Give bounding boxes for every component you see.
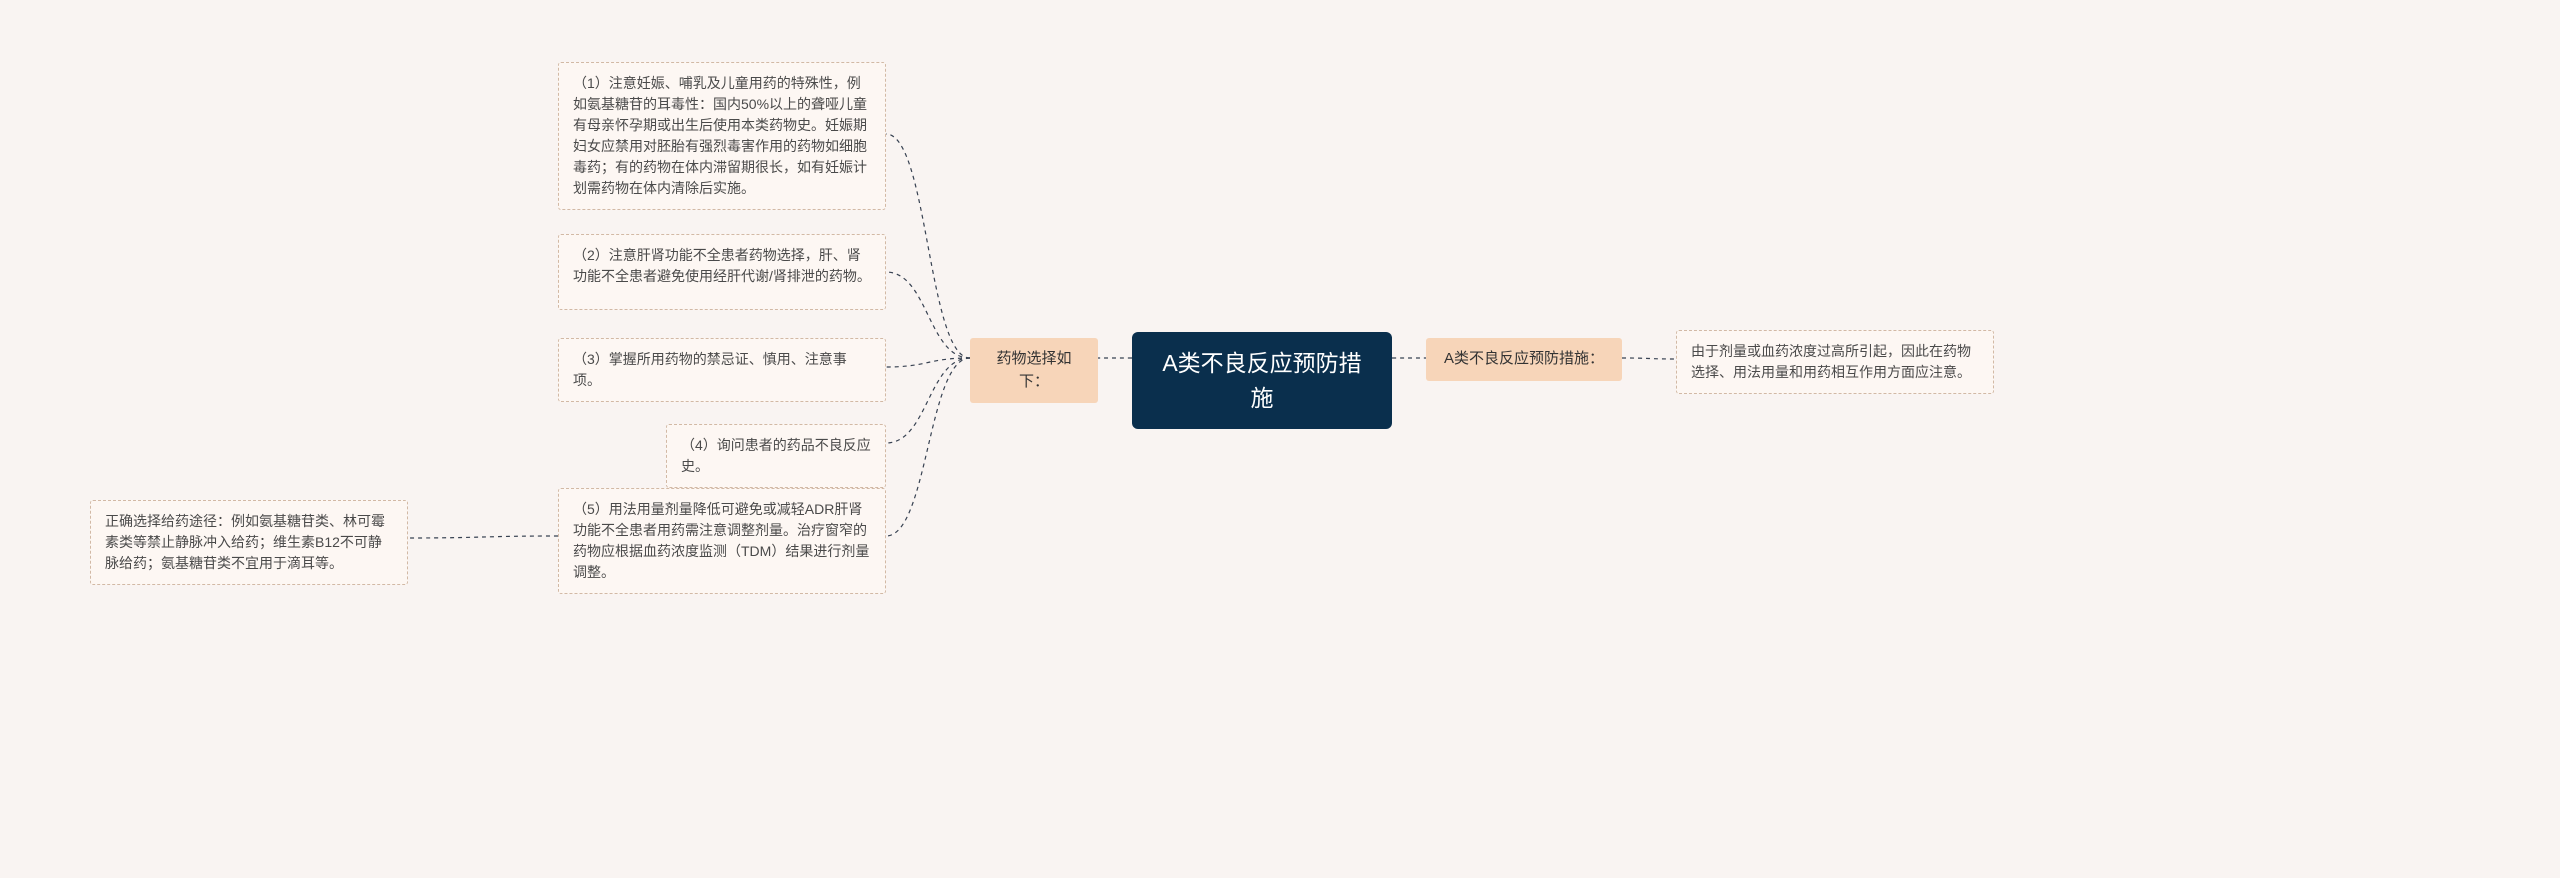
node-n7: 由于剂量或血药浓度过高所引起，因此在药物选择、用法用量和用药相互作用方面应注意。: [1676, 330, 1994, 394]
mindmap-canvas: A类不良反应预防措施药物选择如下： A类不良反应预防措施： （1）注意妊娠、哺乳及儿…: [0, 0, 2560, 878]
node-n1: （1）注意妊娠、哺乳及儿童用药的特殊性，例如氨基糖苷的耳毒性：国内50%以上的聋…: [558, 62, 886, 210]
connector-layer: [0, 0, 2560, 878]
node-n4: （4）询问患者的药品不良反应史。: [666, 424, 886, 488]
edge-bLeft-n3: [886, 358, 970, 367]
node-n6: 正确选择给药途径：例如氨基糖苷类、林可霉素类等禁止静脉冲入给药；维生素B12不可…: [90, 500, 408, 585]
node-root: A类不良反应预防措施: [1132, 332, 1392, 429]
edge-bLeft-n5: [886, 358, 970, 536]
edge-bLeft-n1: [886, 134, 970, 358]
edge-bLeft-n2: [886, 272, 970, 358]
node-n3: （3）掌握所用药物的禁忌证、慎用、注意事项。: [558, 338, 886, 402]
edge-bRight-n7: [1622, 358, 1676, 359]
node-bLeft: 药物选择如下：: [970, 338, 1098, 403]
edge-bLeft-n4: [886, 358, 970, 443]
node-n5: （5）用法用量剂量降低可避免或减轻ADR肝肾功能不全患者用药需注意调整剂量。治疗…: [558, 488, 886, 594]
node-bRight: A类不良反应预防措施：: [1426, 338, 1622, 381]
edge-n5-n6: [408, 536, 558, 538]
node-n2: （2）注意肝肾功能不全患者药物选择，肝、肾功能不全患者避免使用经肝代谢/肾排泄的…: [558, 234, 886, 310]
